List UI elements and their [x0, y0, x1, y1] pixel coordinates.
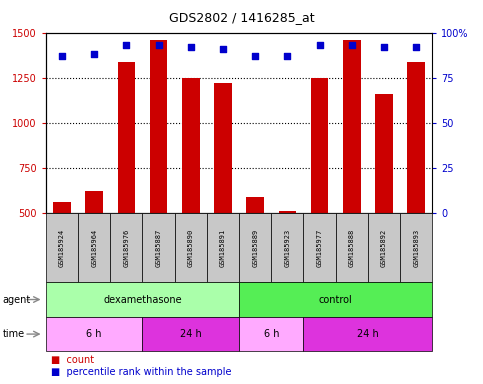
Point: [316, 42, 324, 48]
Text: dexamethasone: dexamethasone: [103, 295, 182, 305]
Point: [251, 53, 259, 59]
Point: [90, 51, 98, 57]
Text: 6 h: 6 h: [86, 329, 102, 339]
Text: 6 h: 6 h: [264, 329, 279, 339]
Text: GDS2802 / 1416285_at: GDS2802 / 1416285_at: [169, 11, 314, 24]
Text: GSM185923: GSM185923: [284, 228, 290, 267]
Bar: [85, 192, 103, 213]
Point: [380, 44, 388, 50]
Bar: [53, 202, 71, 213]
Bar: [311, 78, 328, 213]
Bar: [117, 61, 135, 213]
Bar: [279, 211, 296, 213]
Bar: [182, 78, 199, 213]
Bar: [343, 40, 361, 213]
Text: GSM185964: GSM185964: [91, 228, 97, 267]
Bar: [375, 94, 393, 213]
Text: ■  percentile rank within the sample: ■ percentile rank within the sample: [51, 367, 231, 377]
Text: GSM185891: GSM185891: [220, 228, 226, 267]
Text: control: control: [319, 295, 353, 305]
Point: [284, 53, 291, 59]
Text: GSM185889: GSM185889: [252, 228, 258, 267]
Bar: [150, 40, 168, 213]
Text: GSM185924: GSM185924: [59, 228, 65, 267]
Text: ■  count: ■ count: [51, 355, 94, 365]
Text: GSM185892: GSM185892: [381, 228, 387, 267]
Text: GSM185977: GSM185977: [316, 228, 323, 267]
Text: GSM185893: GSM185893: [413, 228, 419, 267]
Point: [219, 46, 227, 52]
Point: [155, 42, 162, 48]
Text: GSM185976: GSM185976: [123, 228, 129, 267]
Text: GSM185888: GSM185888: [349, 228, 355, 267]
Point: [187, 44, 195, 50]
Bar: [246, 197, 264, 213]
Point: [123, 42, 130, 48]
Text: 24 h: 24 h: [180, 329, 202, 339]
Point: [348, 42, 355, 48]
Text: time: time: [2, 329, 25, 339]
Point: [58, 53, 66, 59]
Text: 24 h: 24 h: [357, 329, 379, 339]
Text: GSM185890: GSM185890: [188, 228, 194, 267]
Point: [412, 44, 420, 50]
Bar: [407, 61, 425, 213]
Text: agent: agent: [2, 295, 30, 305]
Text: GSM185887: GSM185887: [156, 228, 162, 267]
Bar: [214, 83, 232, 213]
